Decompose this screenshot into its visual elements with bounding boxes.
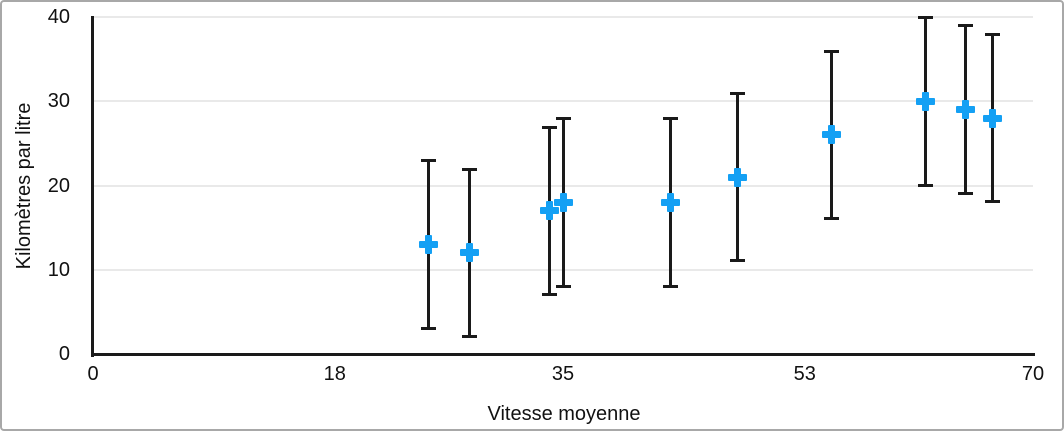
error-bar-cap-top bbox=[958, 24, 974, 28]
error-bar-cap-bottom bbox=[985, 200, 1001, 204]
error-bar-cap-top bbox=[662, 117, 678, 121]
error-bar-cap-bottom bbox=[542, 293, 558, 297]
error-bar-cap-top bbox=[824, 49, 840, 53]
y-tick-label: 10 bbox=[47, 258, 70, 281]
data-point-marker bbox=[540, 201, 560, 221]
y-axis-line bbox=[91, 16, 94, 357]
error-bar-cap-bottom bbox=[662, 284, 678, 288]
error-bar-cap-bottom bbox=[730, 259, 746, 263]
x-tick-label: 18 bbox=[323, 363, 346, 385]
error-bar-cap-top bbox=[461, 167, 477, 171]
error-bar-cap-bottom bbox=[555, 284, 571, 288]
error-bar-cap-top bbox=[421, 159, 437, 163]
data-point-marker bbox=[728, 167, 748, 187]
x-axis-line bbox=[91, 353, 1035, 356]
y-tick-label: 0 bbox=[58, 343, 70, 365]
x-tick-label: 0 bbox=[87, 363, 99, 385]
data-point-marker bbox=[553, 192, 573, 212]
error-bar-cap-top bbox=[542, 125, 558, 129]
error-bar-cap-bottom bbox=[958, 191, 974, 195]
error-bar-cap-top bbox=[555, 117, 571, 121]
data-point-marker bbox=[419, 234, 439, 254]
x-tick-label: 35 bbox=[551, 363, 575, 385]
y-tick-label: 30 bbox=[47, 90, 70, 113]
error-bar-cap-top bbox=[730, 91, 746, 95]
data-point-marker bbox=[459, 243, 479, 263]
data-point-marker bbox=[983, 108, 1003, 128]
error-bar-cap-bottom bbox=[824, 217, 840, 221]
y-tick-label: 40 bbox=[47, 6, 70, 28]
y-gridline bbox=[93, 100, 1033, 103]
x-tick-label: 53 bbox=[793, 363, 816, 385]
data-point-marker bbox=[956, 100, 976, 120]
data-point-marker bbox=[822, 125, 842, 145]
error-bar-cap-bottom bbox=[421, 326, 437, 330]
data-point-marker bbox=[916, 91, 936, 111]
y-axis-title: Kilomètres par litre bbox=[13, 102, 35, 270]
data-point-marker bbox=[660, 192, 680, 212]
y-gridline bbox=[93, 16, 1033, 18]
error-bar-cap-top bbox=[985, 32, 1001, 36]
x-axis-title: Vitesse moyenne bbox=[487, 403, 641, 425]
error-bar-cap-bottom bbox=[918, 183, 934, 187]
error-bar-cap-bottom bbox=[461, 335, 477, 339]
x-tick-label: 70 bbox=[1021, 363, 1045, 385]
error-bar-cap-top bbox=[918, 16, 934, 19]
y-tick-label: 20 bbox=[47, 174, 70, 197]
